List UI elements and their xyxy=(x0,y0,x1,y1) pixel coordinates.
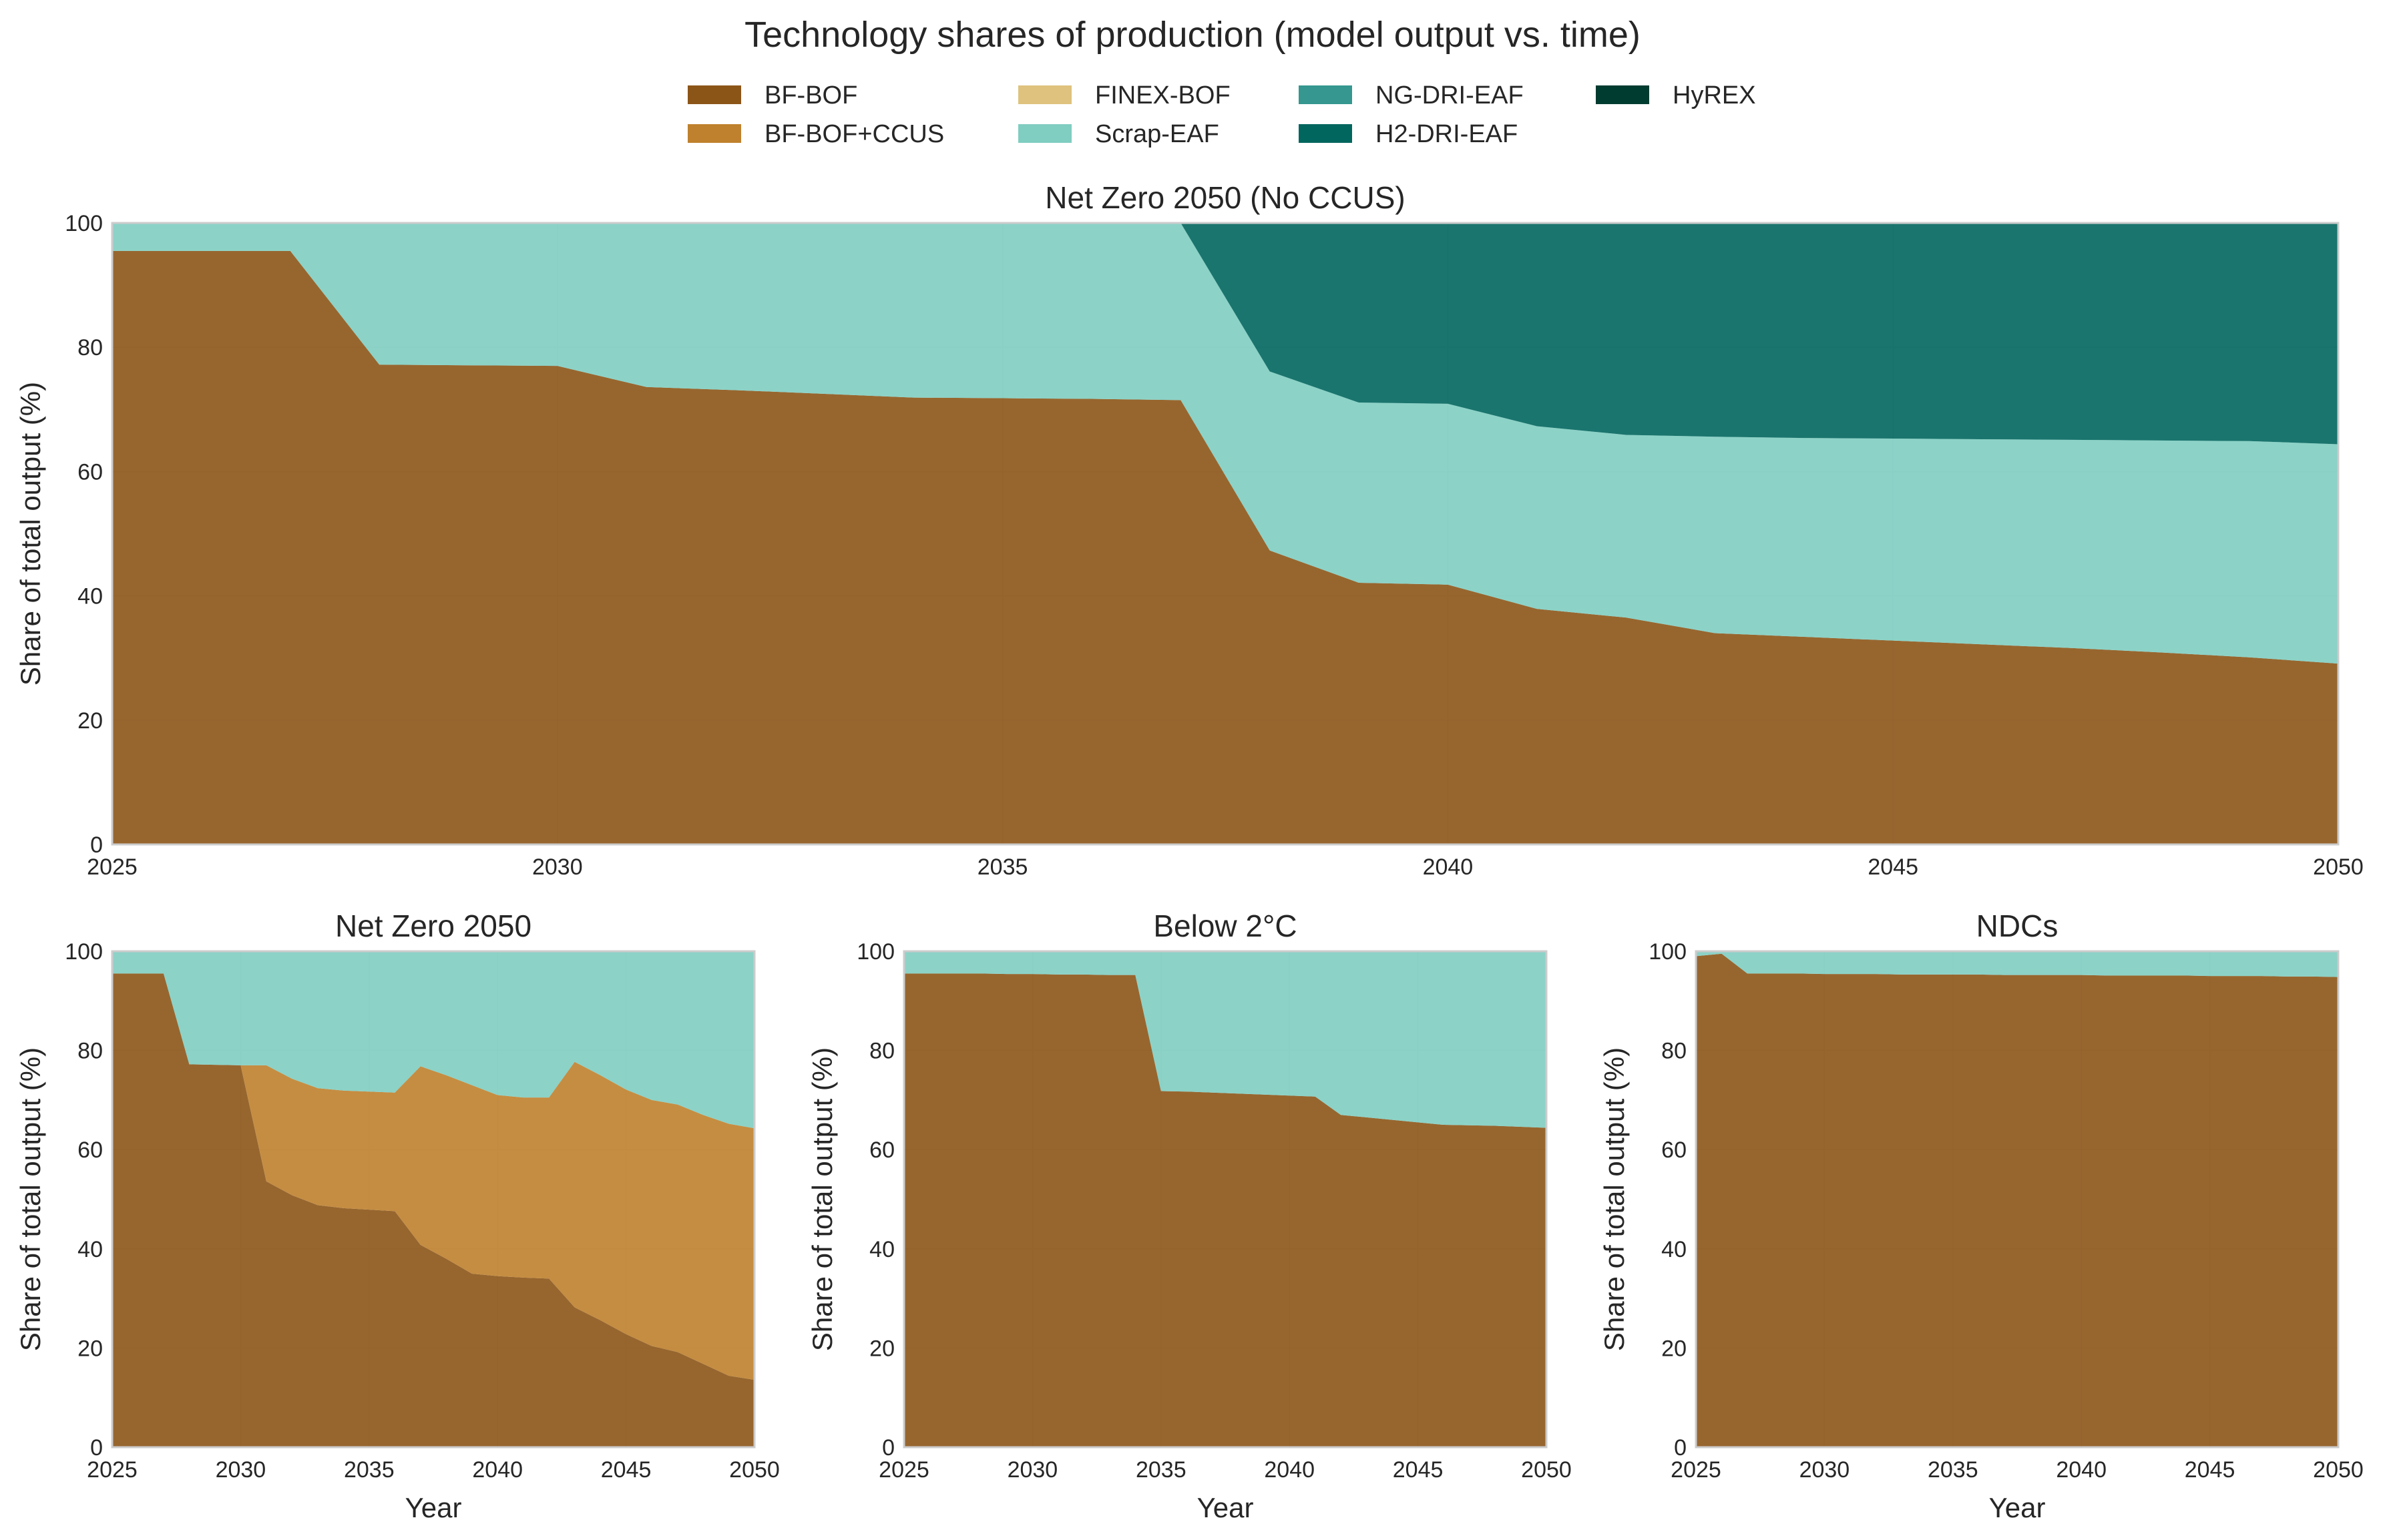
panel-net-zero-2050: 2025 2030 2035 2040 2045 2050020406080100Net … xyxy=(15,909,780,1523)
y-tick-label: 20 xyxy=(869,1336,895,1361)
area-scrap-eaf xyxy=(904,951,1546,1128)
panel-below-2-c: 2025 2030 2035 2040 2045 2050020406080100Belo… xyxy=(807,909,1572,1523)
y-tick-label: 60 xyxy=(77,459,103,485)
panel-ndcs: 2025 2030 2035 2040 2045 2050020406080100NDCs… xyxy=(1598,909,2364,1523)
x-tick-label: 2025 xyxy=(87,1457,138,1483)
area-bf-bof-ccus xyxy=(112,973,754,1380)
area-bf-bof xyxy=(112,250,2338,844)
y-tick-label: 80 xyxy=(77,335,103,360)
y-tick-label: 40 xyxy=(77,584,103,609)
panel-title: Below 2°C xyxy=(1153,909,1297,943)
x-tick-label: 2045 xyxy=(2185,1457,2235,1483)
y-tick-label: 0 xyxy=(882,1435,895,1461)
legend-label-scrap-eaf: Scrap-EAF xyxy=(1095,120,1219,148)
legend-label-hyrex: HyREX xyxy=(1673,81,1756,109)
legend-swatch-bf-bof xyxy=(688,85,741,104)
x-tick-label: 2045 xyxy=(1868,854,1918,880)
x-tick-label: 2035 xyxy=(344,1457,395,1483)
y-tick-label: 60 xyxy=(869,1137,895,1163)
x-axis-label: Year xyxy=(405,1492,462,1523)
y-tick-label: 80 xyxy=(869,1039,895,1064)
legend-swatch-scrap-eaf xyxy=(1018,124,1072,143)
area-scrap-eaf xyxy=(112,951,754,1129)
y-tick-label: 100 xyxy=(1649,939,1687,965)
y-tick-label: 20 xyxy=(77,708,103,734)
legend: BF-BOF BF-BOF+CCUS FINEX-BOF Scrap-EAF NG-DR… xyxy=(688,81,1756,148)
x-tick-label: 2025 xyxy=(87,854,138,880)
y-tick-label: 80 xyxy=(1661,1039,1687,1064)
area-scrap-eaf xyxy=(1696,951,2338,977)
x-tick-label: 2050 xyxy=(2313,1457,2364,1483)
x-tick-label: 2045 xyxy=(601,1457,652,1483)
legend-swatch-ng-dri-eaf xyxy=(1299,85,1352,104)
x-tick-label: 2050 xyxy=(729,1457,780,1483)
x-axis-label: Year xyxy=(1197,1492,1254,1523)
area-h2-dri-eaf xyxy=(112,223,2338,445)
panel-title: Net Zero 2050 xyxy=(335,909,531,943)
plot-frame xyxy=(111,222,2340,846)
panel-title: Net Zero 2050 (No CCUS) xyxy=(1045,180,1405,215)
legend-label-bf-bof-ccus: BF-BOF+CCUS xyxy=(765,120,944,148)
area-bf-bof xyxy=(112,973,754,1447)
plot-frame xyxy=(1695,950,2340,1449)
x-tick-label: 2050 xyxy=(2313,854,2364,880)
x-tick-label: 2040 xyxy=(1264,1457,1315,1483)
x-tick-label: 2035 xyxy=(978,854,1028,880)
area-bf-bof xyxy=(1696,953,2338,1447)
x-tick-label: 2035 xyxy=(1928,1457,1978,1483)
y-axis-label: Share of total output (%) xyxy=(807,1047,838,1351)
x-tick-label: 2030 xyxy=(1799,1457,1850,1483)
x-tick-label: 2040 xyxy=(1423,854,1474,880)
y-tick-label: 0 xyxy=(90,1435,103,1461)
y-tick-label: 60 xyxy=(1661,1137,1687,1163)
x-tick-label: 2030 xyxy=(1008,1457,1058,1483)
y-tick-label: 0 xyxy=(1674,1435,1687,1461)
legend-swatch-finex-bof xyxy=(1018,85,1072,104)
x-tick-label: 2040 xyxy=(472,1457,523,1483)
legend-label-h2-dri-eaf: H2-DRI-EAF xyxy=(1375,120,1518,148)
y-tick-label: 100 xyxy=(857,939,895,965)
panel-net-zero-2050-no-ccus: 2025 2030 2035 2040 2045 2050020406080100Net … xyxy=(15,180,2364,880)
legend-swatch-hyrex xyxy=(1596,85,1649,104)
legend-swatch-h2-dri-eaf xyxy=(1299,124,1352,143)
x-tick-label: 2030 xyxy=(216,1457,266,1483)
y-tick-label: 80 xyxy=(77,1039,103,1064)
y-axis-label: Share of total output (%) xyxy=(1598,1047,1630,1351)
panels: 2025 2030 2035 2040 2045 2050020406080100Net … xyxy=(15,180,2364,1523)
y-tick-label: 0 xyxy=(90,832,103,858)
x-tick-label: 2040 xyxy=(2056,1457,2107,1483)
y-tick-label: 100 xyxy=(65,939,103,965)
x-tick-label: 2030 xyxy=(532,854,583,880)
x-axis-label: Year xyxy=(1989,1492,2046,1523)
x-tick-label: 2025 xyxy=(879,1457,929,1483)
legend-label-bf-bof: BF-BOF xyxy=(765,81,857,109)
y-tick-label: 40 xyxy=(1661,1237,1687,1262)
y-axis-label: Share of total output (%) xyxy=(15,1047,46,1351)
legend-label-finex-bof: FINEX-BOF xyxy=(1095,81,1231,109)
plot-frame xyxy=(903,950,1548,1449)
panel-title: NDCs xyxy=(1976,909,2058,943)
legend-swatch-bf-bof-ccus xyxy=(688,124,741,143)
y-tick-label: 60 xyxy=(77,1137,103,1163)
y-tick-label: 40 xyxy=(77,1237,103,1262)
plot-frame xyxy=(111,950,756,1449)
y-tick-label: 20 xyxy=(1661,1336,1687,1361)
legend-label-ng-dri-eaf: NG-DRI-EAF xyxy=(1375,81,1524,109)
x-tick-label: 2050 xyxy=(1521,1457,1572,1483)
figure-title: Technology shares of production (model o… xyxy=(744,15,1641,55)
y-tick-label: 40 xyxy=(869,1237,895,1262)
y-tick-label: 20 xyxy=(77,1336,103,1361)
area-bf-bof xyxy=(904,973,1546,1447)
x-tick-label: 2035 xyxy=(1136,1457,1186,1483)
x-tick-label: 2025 xyxy=(1671,1457,1721,1483)
x-tick-label: 2045 xyxy=(1393,1457,1444,1483)
area-scrap-eaf xyxy=(112,223,2338,664)
y-tick-label: 100 xyxy=(65,211,103,236)
y-axis-label: Share of total output (%) xyxy=(15,382,46,686)
